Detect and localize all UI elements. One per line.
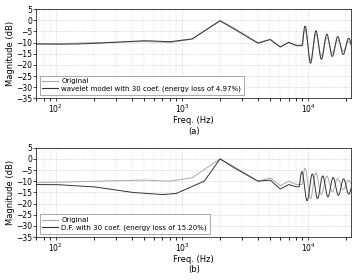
X-axis label: Freq. (Hz)
(a): Freq. (Hz) (a) bbox=[174, 116, 214, 136]
Y-axis label: Magnitude (dB): Magnitude (dB) bbox=[6, 160, 15, 225]
Y-axis label: Magnitude (dB): Magnitude (dB) bbox=[6, 21, 15, 86]
Legend: Original, D.F. with 30 coef. (energy loss of 15.20%): Original, D.F. with 30 coef. (energy los… bbox=[40, 214, 210, 234]
Legend: Original, wavelet model with 30 coef. (energy loss of 4.97%): Original, wavelet model with 30 coef. (e… bbox=[40, 76, 244, 95]
X-axis label: Freq. (Hz)
(b): Freq. (Hz) (b) bbox=[174, 255, 214, 274]
